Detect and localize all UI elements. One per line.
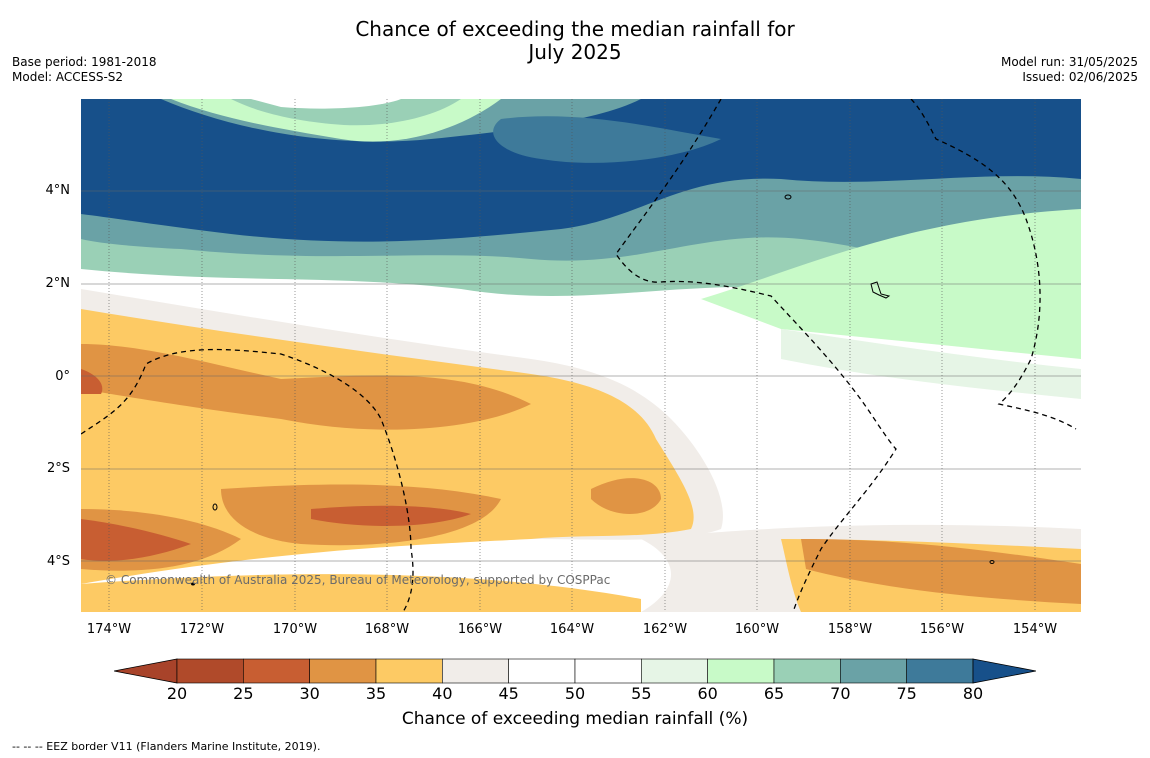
colorbar-extend-low <box>113 658 178 684</box>
lon-label-162w: 162°W <box>642 622 688 637</box>
band-25-southwest <box>311 505 471 526</box>
colorbar-tick-label: 80 <box>962 684 984 703</box>
rainfall-map <box>80 98 1081 613</box>
colorbar-tick-label: 25 <box>233 684 254 703</box>
band-30-mid-south <box>591 478 661 514</box>
lon-label-160w: 160°W <box>734 622 780 637</box>
band-75-mid <box>493 116 721 163</box>
colorbar-label: Chance of exceeding median rainfall (%) <box>401 709 749 729</box>
model-run: Model run: 31/05/2025 <box>1000 55 1138 69</box>
colorbar-tick-label: 45 <box>498 684 519 703</box>
band-25-far-west <box>81 519 191 561</box>
latitude-lines <box>81 190 1081 562</box>
island-3 <box>212 503 218 511</box>
colorbar-tick-label: 75 <box>896 684 917 703</box>
island-1 <box>784 194 792 200</box>
lat-label-4s: 4°S <box>46 554 70 569</box>
band-35-southern-edge <box>81 574 641 612</box>
lon-label-172w: 172°W <box>179 622 225 637</box>
eez-footnote: -- -- -- EEZ border V11 (Flanders Marine… <box>12 740 321 753</box>
colorbar-segment <box>508 658 576 684</box>
lat-label-2s: 2°S <box>46 461 70 476</box>
colorbar-segment <box>309 658 377 684</box>
lon-label-158w: 158°W <box>827 622 873 637</box>
colorbar-segment <box>773 658 841 684</box>
colorbar-segment <box>707 658 775 684</box>
colorbar <box>113 658 1037 684</box>
colorbar-tick-label: 30 <box>299 684 320 703</box>
colorbar-svg <box>113 658 1037 684</box>
colorbar-segment <box>840 658 907 684</box>
colorbar-segment <box>176 658 244 684</box>
colorbar-segment <box>243 658 310 684</box>
island-4 <box>191 582 195 586</box>
colorbar-segment <box>641 658 708 684</box>
colorbar-tick-label: 40 <box>432 684 453 703</box>
colorbar-segment <box>906 658 974 684</box>
colorbar-tick-label: 60 <box>697 684 718 703</box>
band-25-west <box>81 369 103 394</box>
meta-left: Base period: 1981-2018 Model: ACCESS-S2 <box>12 55 157 85</box>
colorbar-segment <box>375 658 443 684</box>
lat-label-0: 0° <box>55 369 70 384</box>
colorbar-extend-high <box>972 658 1037 684</box>
map-svg <box>80 98 1081 613</box>
colorbar-tick-label: 35 <box>365 684 387 703</box>
lon-label-154w: 154°W <box>1012 622 1058 637</box>
title-line-2: July 2025 <box>528 40 622 64</box>
issued-date: Issued: 02/06/2025 <box>1022 70 1138 84</box>
base-period: Base period: 1981-2018 <box>12 55 157 69</box>
colorbar-tick-label: 20 <box>166 684 188 703</box>
copyright-notice: © Commonwealth of Australia 2025, Bureau… <box>105 573 611 587</box>
colorbar-segment <box>574 658 642 684</box>
band-white-top <box>251 99 401 109</box>
colorbar-segment <box>442 658 509 684</box>
island-5 <box>989 560 995 564</box>
band-30-east <box>801 539 1081 604</box>
lon-label-174w: 174°W <box>86 622 132 637</box>
lon-label-166w: 166°W <box>457 622 503 637</box>
lat-label-4n: 4°N <box>45 183 71 198</box>
model-name: Model: ACCESS-S2 <box>12 70 124 84</box>
eez-borders <box>80 98 1077 613</box>
band-60-east <box>781 329 1081 399</box>
title-line-1: Chance of exceeding the median rainfall … <box>355 17 795 41</box>
colorbar-tick-label: 50 <box>564 684 586 703</box>
band-30-south <box>81 344 531 430</box>
lon-label-164w: 164°W <box>549 622 595 637</box>
island-2 <box>870 281 891 299</box>
colorbar-tick-label: 70 <box>830 684 851 703</box>
lat-label-2n: 2°N <box>45 276 71 291</box>
band-80-north <box>81 99 1081 242</box>
meta-right: Model run: 31/05/2025 Issued: 02/06/2025 <box>1001 55 1138 85</box>
lon-label-168w: 168°W <box>364 622 410 637</box>
lon-label-170w: 170°W <box>272 622 318 637</box>
lon-label-156w: 156°W <box>919 622 965 637</box>
colorbar-tick-label: 65 <box>763 684 785 703</box>
chart-title: Chance of exceeding the median rainfall … <box>0 18 1150 64</box>
colorbar-tick-label: 55 <box>631 684 652 703</box>
